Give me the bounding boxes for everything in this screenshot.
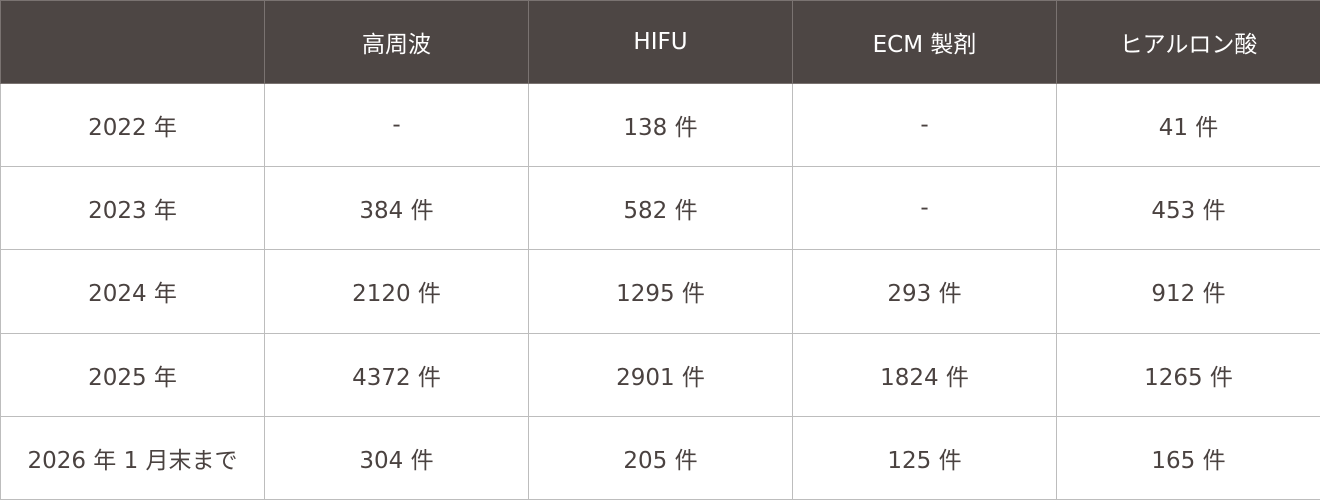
- row-label: 2025 年: [0, 332, 265, 417]
- table-cell: 582 件: [528, 166, 793, 251]
- table-cell: 125 件: [792, 415, 1057, 500]
- table-row: 2023 年 384 件 582 件 -453 件: [0, 166, 1320, 251]
- row-label: 2026 年 1 月末まで: [0, 415, 265, 500]
- table-cell: -: [792, 82, 1057, 168]
- table-row: 2025 年 4372 件 2901 件 1824 件 1265 件: [0, 332, 1320, 417]
- table-cell: 205 件: [528, 415, 793, 500]
- row-label: 2023 年: [0, 166, 265, 251]
- header-cell-ecm: ECM 製剤: [792, 0, 1057, 84]
- table-row: 2024 年 2120 件 1295 件 293 件 912 件: [0, 249, 1320, 334]
- header-cell-hyaluronic: ヒアルロン酸: [1056, 0, 1320, 84]
- table-cell: 1265 件: [1056, 332, 1320, 417]
- table-cell: -: [264, 82, 529, 168]
- table-cell: 293 件: [792, 249, 1057, 334]
- header-cell-hifu: HIFU: [528, 0, 793, 84]
- table-cell: 384 件: [264, 166, 529, 251]
- table-cell: 41 件: [1056, 82, 1320, 168]
- table-cell: -: [792, 166, 1057, 251]
- row-label: 2024 年: [0, 249, 265, 334]
- table-cell: 1295 件: [528, 249, 793, 334]
- table-cell: 165 件: [1056, 415, 1320, 500]
- table-cell: 453 件: [1056, 166, 1320, 251]
- table-cell: 2901 件: [528, 332, 793, 417]
- header-cell-rf: 高周波: [264, 0, 529, 84]
- table-cell: 2120 件: [264, 249, 529, 334]
- table-cell: 1824 件: [792, 332, 1057, 417]
- table-row: 2022 年 -138 件 -41 件: [0, 82, 1320, 168]
- header-row: 高周波 HIFU ECM 製剤 ヒアルロン酸: [0, 0, 1320, 84]
- table-cell: 304 件: [264, 415, 529, 500]
- table-cell: 138 件: [528, 82, 793, 168]
- header-cell-empty: [0, 0, 265, 84]
- table-cell: 912 件: [1056, 249, 1320, 334]
- row-label: 2022 年: [0, 82, 265, 168]
- table-cell: 4372 件: [264, 332, 529, 417]
- table-row: 2026 年 1 月末まで 304 件 205 件 125 件 165 件: [0, 415, 1320, 500]
